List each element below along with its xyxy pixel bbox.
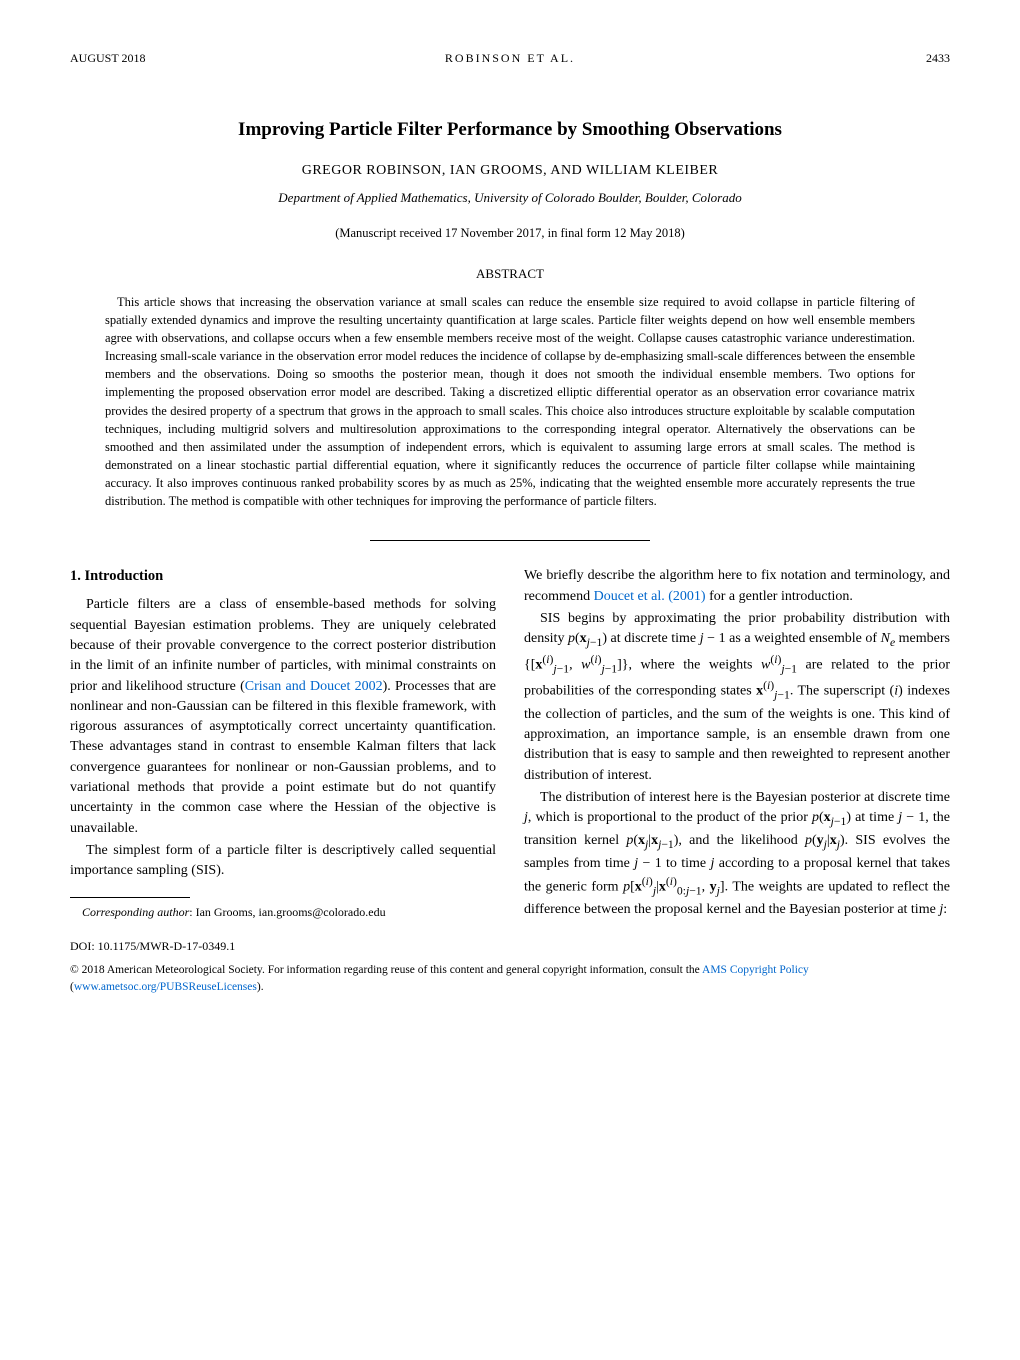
right-paragraph-1: We briefly describe the algorithm here t… [524,566,950,607]
footnote-divider [70,897,190,898]
section-1-heading: 1. Introduction [70,566,496,587]
abstract-heading: ABSTRACT [70,265,950,283]
intro-paragraph-1: Particle filters are a class of ensemble… [70,595,496,839]
two-column-body: 1. Introduction Particle filters are a c… [70,566,950,922]
left-column: 1. Introduction Particle filters are a c… [70,566,496,922]
right-paragraph-2: SIS begins by approximating the prior pr… [524,609,950,786]
copyright-suffix: ). [257,981,264,993]
header-author: ROBINSON ET AL. [363,50,656,67]
citation-crisan-doucet[interactable]: Crisan and Doucet 2002 [245,679,383,694]
copyright-notice: © 2018 American Meteorological Society. … [70,962,950,994]
article-title: Improving Particle Filter Performance by… [70,117,950,144]
corresponding-label: Corresponding author [82,905,189,919]
header-page-number: 2433 [657,50,950,67]
corresponding-text: : Ian Grooms, ian.grooms@colorado.edu [189,905,385,919]
manuscript-dates: (Manuscript received 17 November 2017, i… [70,225,950,243]
section-divider [370,540,650,541]
page-header: AUGUST 2018 ROBINSON ET AL. 2433 [70,50,950,67]
right-paragraph-3: The distribution of interest here is the… [524,788,950,921]
abstract-body: This article shows that increasing the o… [105,293,915,511]
corresponding-author: Corresponding author: Ian Grooms, ian.gr… [70,904,496,921]
header-date: AUGUST 2018 [70,50,363,67]
ams-copyright-link[interactable]: AMS Copyright Policy [702,964,809,976]
right-column: We briefly describe the algorithm here t… [524,566,950,922]
author-affiliation: Department of Applied Mathematics, Unive… [70,189,950,207]
copyright-prefix: © 2018 American Meteorological Society. … [70,964,702,976]
doi: DOI: 10.1175/MWR-D-17-0349.1 [70,938,950,955]
citation-doucet[interactable]: Doucet et al. (2001) [594,589,706,604]
intro-paragraph-2: The simplest form of a particle filter i… [70,841,496,882]
reuse-licenses-link[interactable]: www.ametsoc.org/PUBSReuseLicenses [74,981,257,993]
authors: GREGOR ROBINSON, IAN GROOMS, AND WILLIAM… [70,161,950,181]
